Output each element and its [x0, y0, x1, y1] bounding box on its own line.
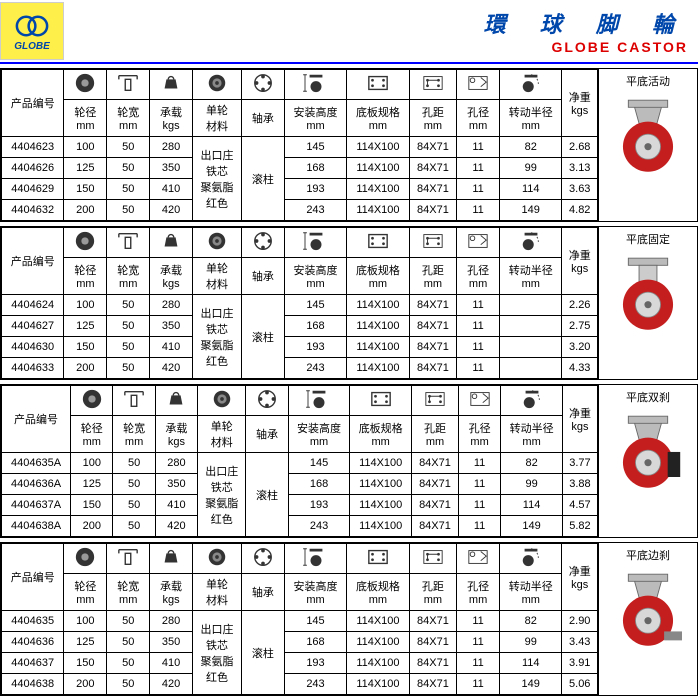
spec-table: 产品编号净重kgs轮径mm轮宽mm承载kgs单轮材料轴承安装高度mm底板规格mm… [1, 227, 598, 379]
spec-section: 产品编号净重kgs轮径mm轮宽mm承载kgs单轮材料轴承安装高度mm底板规格mm… [0, 226, 698, 380]
table-row: 4404635A10050280出口庄铁芯聚氨脂红色滚柱145114X10084… [2, 453, 598, 474]
table-row: 440463510050280出口庄铁芯聚氨脂红色滚柱145114X10084X… [2, 611, 598, 632]
product-title: 平底固定 [603, 231, 693, 247]
table-row: 440462310050280出口庄铁芯聚氨脂红色滚柱145114X10084X… [2, 137, 598, 158]
table-row: 4404636A12550350168114X10084X7111993.88 [2, 474, 598, 495]
product-image-col: 平底固定 [598, 227, 697, 379]
table-row: 440463715050410193114X10084X71111143.91 [2, 653, 598, 674]
table-row: 4404637A15050410193114X10084X71111144.57 [2, 495, 598, 516]
table-row: 440463320050420243114X10084X71114.33 [2, 358, 598, 379]
table-row: 440463612550350168114X10084X7111993.43 [2, 632, 598, 653]
table-row: 440462915050410193114X10084X71111143.63 [2, 179, 598, 200]
spec-table: 产品编号净重kgs轮径mm轮宽mm承载kgs单轮材料轴承安装高度mm底板规格mm… [1, 69, 598, 221]
table-row: 440463015050410193114X10084X71113.20 [2, 337, 598, 358]
product-image-col: 平底双刹 [598, 385, 697, 537]
spec-section: 产品编号净重kgs轮径mm轮宽mm承载kgs单轮材料轴承安装高度mm底板规格mm… [0, 384, 698, 538]
product-title: 平底活动 [603, 73, 693, 89]
product-title: 平底边刹 [603, 547, 693, 563]
table-row: 4404638A20050420243114X10084X71111495.82 [2, 516, 598, 537]
product-title: 平底双刹 [603, 389, 693, 405]
table-row: 440462410050280出口庄铁芯聚氨脂红色滚柱145114X10084X… [2, 295, 598, 316]
table-row: 440463220050420243114X10084X71111494.82 [2, 200, 598, 221]
brand-en: GLOBE CASTOR [484, 39, 688, 55]
spec-section: 产品编号净重kgs轮径mm轮宽mm承载kgs单轮材料轴承安装高度mm底板规格mm… [0, 68, 698, 222]
brand: 環 球 脚 輪 GLOBE CASTOR [484, 7, 698, 55]
brand-cn: 環 球 脚 輪 [484, 7, 688, 39]
page-header: GLOBE 環 球 脚 輪 GLOBE CASTOR [0, 0, 698, 64]
spec-table: 产品编号净重kgs轮径mm轮宽mm承载kgs单轮材料轴承安装高度mm底板规格mm… [1, 385, 598, 537]
spec-section: 产品编号净重kgs轮径mm轮宽mm承载kgs单轮材料轴承安装高度mm底板规格mm… [0, 542, 698, 696]
table-row: 440462612550350168114X10084X7111993.13 [2, 158, 598, 179]
product-image-col: 平底边刹 [598, 543, 697, 695]
spec-table: 产品编号净重kgs轮径mm轮宽mm承载kgs单轮材料轴承安装高度mm底板规格mm… [1, 543, 598, 695]
product-image-col: 平底活动 [598, 69, 697, 221]
logo-text: GLOBE [14, 41, 50, 52]
logo: GLOBE [0, 2, 64, 60]
table-row: 440463820050420243114X10084X71111495.06 [2, 674, 598, 695]
table-row: 440462712550350168114X10084X71112.75 [2, 316, 598, 337]
